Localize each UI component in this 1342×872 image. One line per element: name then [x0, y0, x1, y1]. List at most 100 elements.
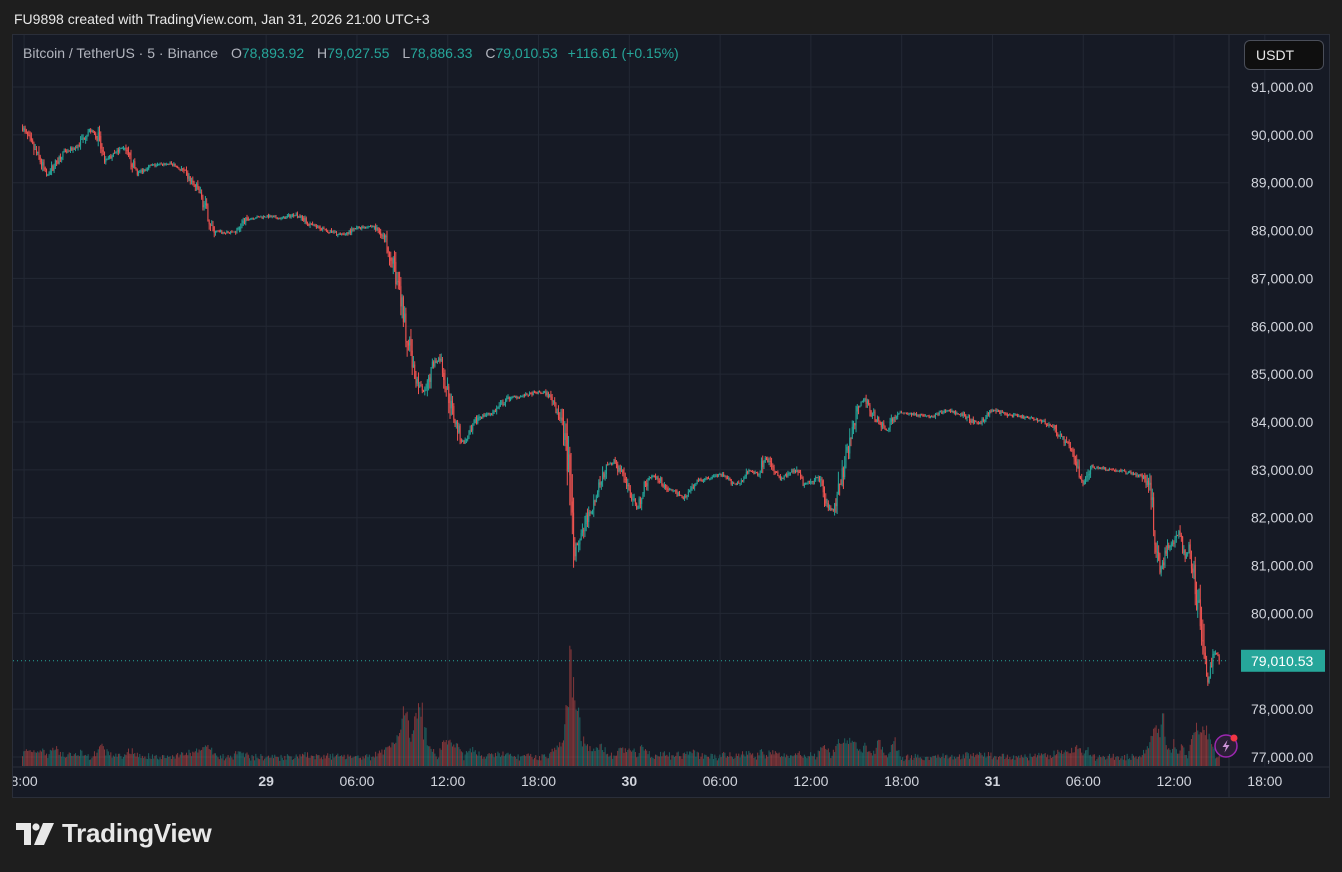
volume-bar — [362, 756, 364, 766]
volume-bar — [390, 747, 392, 766]
volume-bar — [740, 754, 742, 766]
volume-bar — [380, 752, 382, 766]
candle-body — [246, 217, 248, 219]
candle-body — [1134, 473, 1136, 475]
volume-bar — [904, 759, 906, 766]
candle-body — [1069, 446, 1071, 450]
volume-bar — [977, 754, 979, 766]
volume-bar — [700, 756, 702, 766]
candle-body — [772, 465, 774, 467]
volume-bar — [550, 751, 552, 766]
candle-body — [1213, 653, 1215, 655]
volume-bar — [846, 740, 848, 766]
volume-bar — [80, 749, 82, 766]
candle-body — [576, 543, 578, 546]
volume-bar — [90, 759, 92, 766]
candle-body — [284, 216, 286, 219]
volume-bar — [694, 750, 696, 766]
volume-bar — [354, 756, 356, 766]
candle-body — [367, 226, 369, 228]
candle-body — [742, 480, 744, 482]
volume-bar — [399, 732, 401, 766]
volume-bar — [1140, 757, 1142, 766]
volume-bar — [962, 754, 964, 766]
candle-body — [323, 228, 325, 230]
candle-body — [212, 224, 214, 227]
candle-body — [832, 509, 834, 511]
candle-body — [868, 400, 870, 405]
price-chart-svg[interactable]: 79,010.53 91,000.0090,000.0089,000.0088,… — [13, 35, 1329, 797]
volume-bar — [76, 755, 78, 766]
volume-bar — [373, 757, 375, 766]
volume-bar — [1093, 754, 1095, 766]
volume-bar — [556, 745, 558, 766]
volume-bar — [365, 755, 367, 766]
candle-body — [676, 491, 678, 497]
volume-bar — [1024, 754, 1026, 766]
candle-body — [692, 487, 694, 489]
currency-button[interactable]: USDT — [1244, 40, 1324, 70]
candle-body — [1009, 414, 1011, 416]
candle-body — [373, 226, 375, 228]
volume-bar — [792, 756, 794, 766]
candle-body — [632, 499, 634, 501]
volume-bar — [111, 757, 113, 766]
candle-body — [870, 411, 872, 416]
volume-bar — [87, 754, 89, 766]
candle-body — [681, 495, 683, 498]
candle-body — [1122, 470, 1124, 472]
volume-bar — [739, 757, 741, 766]
candle-body — [571, 501, 573, 513]
volume-bar — [696, 751, 698, 766]
candle-body — [97, 132, 99, 141]
chart-panel[interactable]: 79,010.53 91,000.00 90,000.00 89,000.00 88,… — [12, 34, 1330, 798]
candle-body — [288, 214, 290, 217]
tradingview-logo-icon — [16, 822, 54, 845]
candle-body — [763, 461, 765, 468]
volume-bar — [223, 760, 225, 766]
volume-bar — [1047, 754, 1049, 766]
candle-body — [1130, 471, 1132, 475]
volume-bar — [1040, 753, 1042, 766]
volume-bar — [93, 751, 95, 766]
candle-body — [934, 414, 936, 417]
volume-bar — [537, 760, 539, 766]
volume-bar — [844, 738, 846, 766]
candle-body — [115, 151, 117, 154]
volume-bar — [626, 752, 628, 766]
candle-body — [53, 167, 55, 171]
volume-bar — [692, 749, 694, 766]
volume-bar — [43, 749, 45, 766]
candle-body — [642, 493, 644, 499]
candle-body — [812, 481, 814, 483]
symbol-label[interactable]: Bitcoin / TetherUS · 5 · Binance — [23, 45, 219, 61]
candle-body — [541, 393, 543, 395]
volume-bar — [1048, 759, 1050, 766]
volume-bar — [928, 759, 930, 766]
candle-body — [252, 218, 254, 220]
volume-bar — [487, 754, 489, 766]
candle-body — [1088, 474, 1090, 476]
volume-bar — [221, 758, 223, 766]
volume-bar — [1170, 752, 1172, 766]
volume-bar — [291, 759, 293, 766]
volume-bar — [791, 755, 793, 766]
tradingview-brand[interactable]: TradingView — [16, 818, 212, 849]
volume-bar — [85, 754, 87, 766]
candle-body — [1178, 531, 1180, 536]
candle-body — [339, 233, 341, 235]
volume-bar — [1054, 755, 1056, 766]
candle-body — [121, 147, 123, 149]
candle-body — [421, 385, 423, 391]
volume-bar — [444, 742, 446, 766]
candle-body — [738, 482, 740, 484]
volume-bar — [788, 758, 790, 766]
candle-body — [78, 145, 80, 147]
candle-body — [614, 459, 616, 464]
grid-layer — [13, 35, 1266, 767]
volume-bar — [1095, 760, 1097, 766]
volume-bar — [193, 752, 195, 766]
lightning-badge-icon[interactable] — [1214, 734, 1238, 758]
volume-bar — [247, 754, 249, 766]
candle-body — [361, 226, 363, 229]
